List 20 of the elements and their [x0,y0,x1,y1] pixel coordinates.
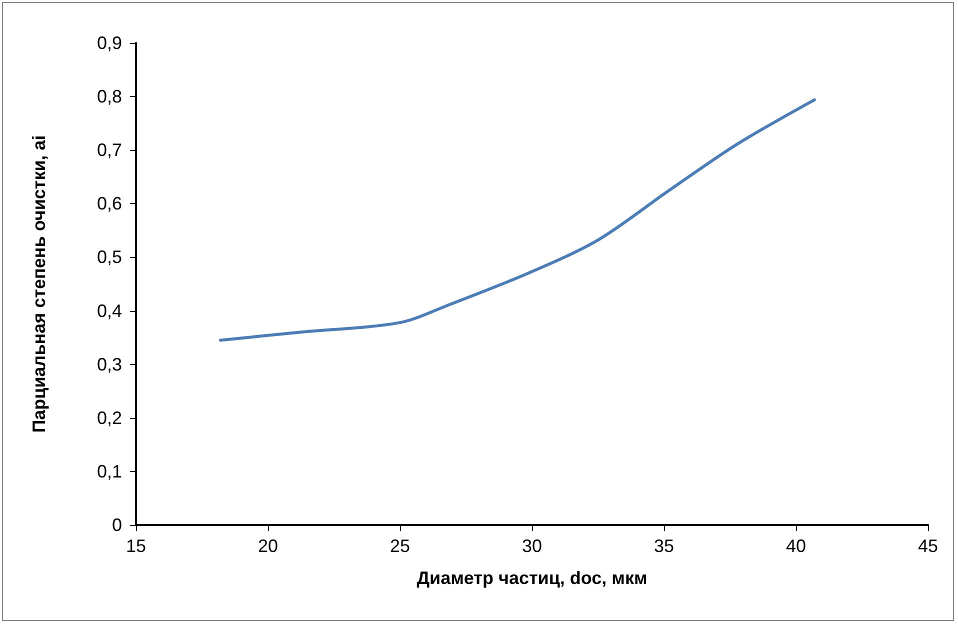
x-tick-label: 20 [258,536,278,556]
x-tick-label: 25 [390,536,410,556]
y-tick-label: 0,2 [96,408,122,428]
y-tick-label: 0,9 [96,33,122,53]
y-tick-label: 0,1 [96,461,122,482]
x-tick-label: 45 [918,536,938,556]
y-tick-label: 0,8 [96,86,122,107]
x-axis-title: Диаметр частиц, dос, мкм [416,568,648,588]
y-tick-label: 0 [112,515,122,535]
x-tick-label: 40 [786,536,806,556]
line-series [218,98,816,342]
y-tick-label: 0,4 [96,300,122,321]
y-axis-title: Парциальная степень очистки, ai [29,135,49,433]
y-tick-label: 0,5 [96,247,122,268]
x-tick-label: 35 [654,536,674,556]
x-tick-label: 30 [522,536,542,556]
y-tick-label: 0,7 [96,140,122,160]
y-tick-label: 0,6 [96,194,122,214]
y-tick-label: 0,3 [96,354,122,374]
x-tick-label: 15 [126,536,146,556]
